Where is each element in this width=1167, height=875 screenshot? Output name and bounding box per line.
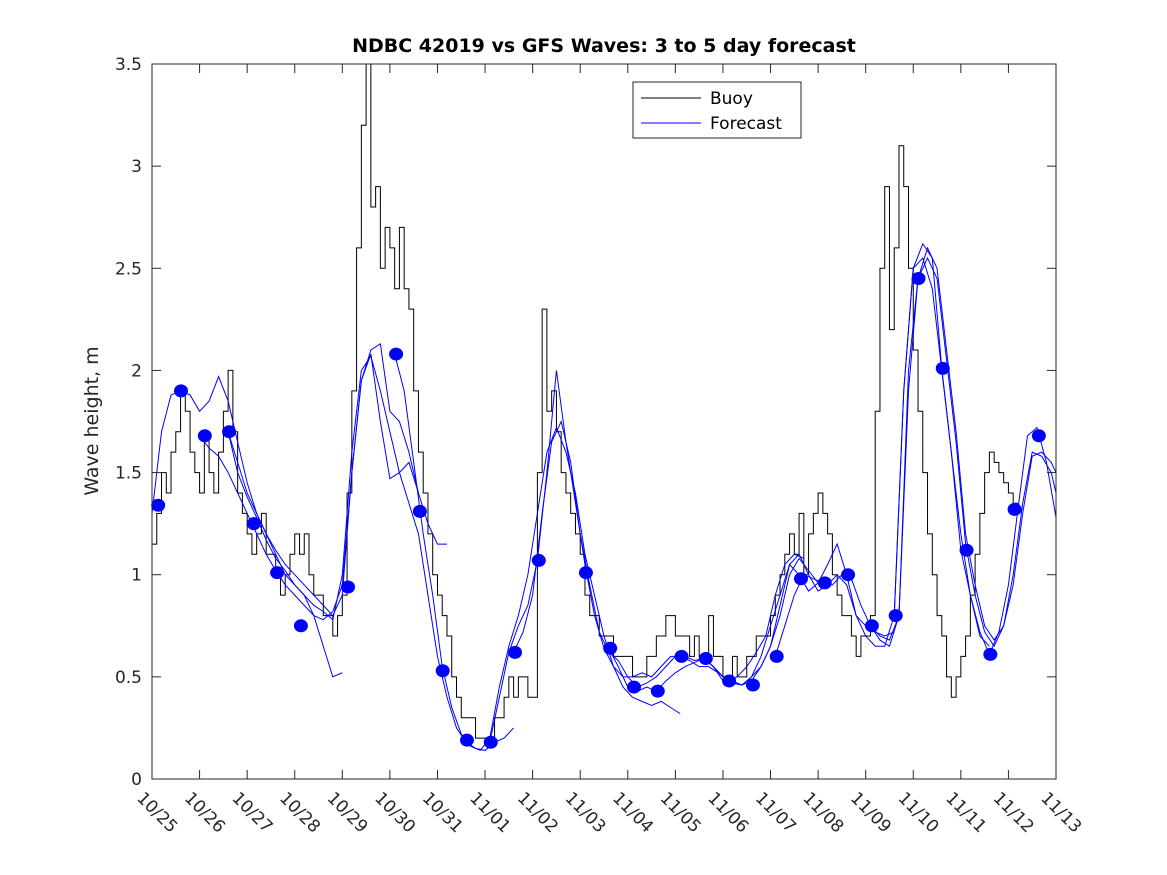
forecast-marker bbox=[888, 609, 903, 623]
y-tick-label: 0 bbox=[131, 770, 142, 790]
y-tick-label: 2.5 bbox=[115, 259, 142, 279]
y-tick-label: 1 bbox=[131, 566, 142, 586]
forecast-marker bbox=[483, 735, 498, 749]
forecast-marker bbox=[151, 498, 166, 512]
forecast-marker bbox=[459, 733, 474, 747]
forecast-marker bbox=[246, 517, 261, 531]
forecast-marker bbox=[293, 619, 308, 633]
forecast-marker bbox=[603, 641, 618, 655]
y-tick-label: 0.5 bbox=[115, 668, 142, 688]
y-axis-label: Wave height, m bbox=[81, 346, 103, 495]
chart-title: NDBC 42019 vs GFS Waves: 3 to 5 day fore… bbox=[352, 35, 856, 57]
forecast-marker bbox=[722, 674, 737, 688]
legend-box bbox=[632, 81, 802, 139]
forecast-marker bbox=[531, 553, 546, 567]
forecast-marker bbox=[841, 568, 856, 582]
axes-frame bbox=[151, 63, 1057, 780]
forecast-marker bbox=[911, 272, 926, 285]
forecast-marker bbox=[864, 619, 879, 633]
forecast-line bbox=[893, 242, 1057, 656]
forecast-marker bbox=[817, 576, 832, 590]
forecast-line bbox=[513, 419, 828, 688]
y-tick-label: 3 bbox=[131, 157, 142, 177]
forecast-line bbox=[199, 353, 419, 621]
forecast-marker bbox=[674, 649, 689, 663]
legend-forecast-label: Forecast bbox=[710, 114, 782, 134]
forecast-marker bbox=[1031, 429, 1046, 443]
forecast-marker bbox=[412, 504, 427, 518]
forecast-marker bbox=[270, 566, 285, 580]
forecast-marker bbox=[197, 429, 212, 443]
y-tick-label: 1.5 bbox=[115, 464, 142, 484]
forecast-marker bbox=[341, 580, 356, 594]
forecast-markers bbox=[151, 272, 1046, 749]
forecast-marker bbox=[1007, 502, 1022, 516]
forecast-marker bbox=[578, 566, 593, 580]
forecast-marker bbox=[745, 678, 760, 692]
forecast-marker bbox=[508, 645, 523, 659]
forecast-marker bbox=[935, 361, 950, 375]
forecast-marker bbox=[959, 543, 974, 557]
forecast-marker bbox=[222, 425, 237, 439]
forecast-line bbox=[227, 343, 447, 617]
y-tick-label: 3.5 bbox=[115, 55, 142, 75]
forecast-marker bbox=[650, 684, 665, 698]
forecast-marker bbox=[174, 384, 189, 398]
legend: Buoy Forecast bbox=[632, 81, 802, 139]
forecast-marker bbox=[626, 680, 641, 694]
forecast-marker bbox=[983, 647, 998, 661]
forecast-marker bbox=[389, 347, 404, 361]
forecast-marker bbox=[793, 572, 808, 586]
axes-background bbox=[152, 64, 1056, 779]
forecast-marker bbox=[769, 649, 784, 663]
plot-area bbox=[151, 63, 1057, 780]
y-axis: 0 0.5 1 1.5 2 2.5 3 3.5 bbox=[115, 55, 1056, 790]
forecast-marker bbox=[698, 651, 713, 665]
legend-buoy-label: Buoy bbox=[710, 89, 753, 109]
y-tick-label: 2 bbox=[131, 361, 142, 381]
forecast-marker bbox=[435, 664, 450, 678]
